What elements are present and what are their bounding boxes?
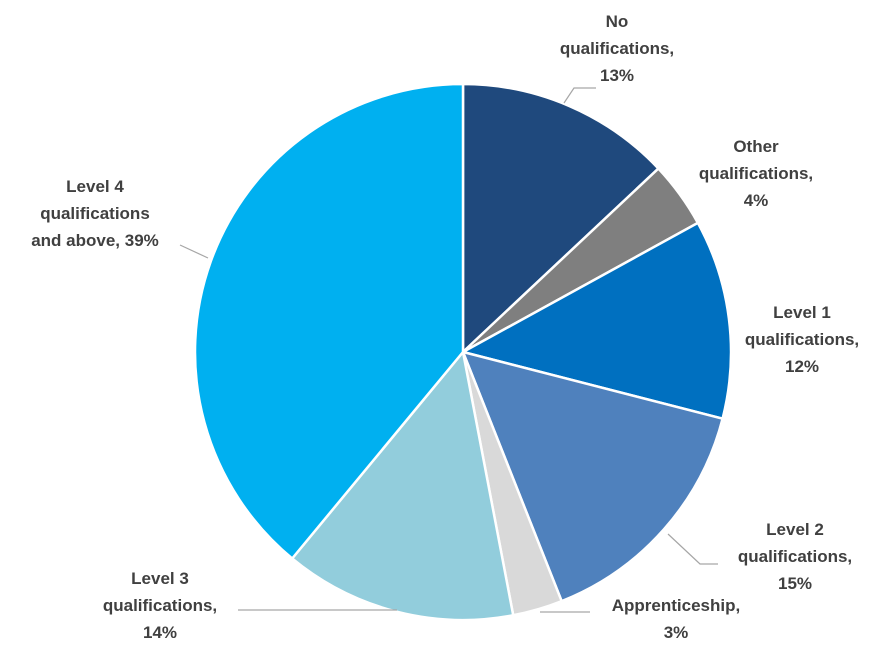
slice-label-line: Level 4 [66, 177, 124, 196]
slice-label-line: No [606, 12, 629, 31]
slice-label-line: 12% [785, 357, 819, 376]
slice-label-line: qualifications, [738, 547, 852, 566]
pie-slice-no-qualifications [461, 82, 661, 355]
slice-label-line: 13% [600, 66, 634, 85]
slice-label-line: qualifications, [745, 330, 859, 349]
leader-line [563, 87, 596, 104]
slice-label: Level 4 qualifications and above, 39% [31, 177, 159, 250]
slice-label-line: 15% [778, 574, 812, 593]
slice-label-line: Level 1 [773, 303, 831, 322]
slice-label: No qualifications, 13% [560, 12, 674, 85]
slice-label: Level 3 qualifications, 14% [103, 569, 217, 642]
pie-slice-level-1-qualifications [459, 221, 733, 421]
pie-slice-level-3-qualifications [290, 349, 515, 622]
slice-label: Level 1 qualifications, 12% [745, 303, 859, 376]
slice-label: Level 2 qualifications, 15% [738, 520, 852, 593]
slice-label-line: Level 3 [131, 569, 189, 588]
slice-label-line: qualifications, [560, 39, 674, 58]
slice-label-line: Apprenticeship, [612, 596, 740, 615]
slice-label-line: qualifications, [699, 164, 813, 183]
leader-line [667, 533, 718, 565]
slice-label-line: 14% [143, 623, 177, 642]
slice-label-line: qualifications, [103, 596, 217, 615]
slice-label-line: and above, 39% [31, 231, 159, 250]
slice-label-line: qualifications [40, 204, 150, 223]
pie-slices [193, 82, 733, 622]
pie-slice-level-2-qualifications [460, 350, 725, 603]
slice-label-line: 3% [664, 623, 689, 642]
slice-label-line: Level 2 [766, 520, 824, 539]
slice-labels: No qualifications, 13% Other qualifications,… [31, 12, 859, 642]
slice-label-line: 4% [744, 191, 769, 210]
slice-label-line: Other [733, 137, 779, 156]
leader-line [179, 244, 209, 259]
leader-lines [179, 87, 718, 613]
pie-slice-level-4-qualifications-and-above [193, 82, 465, 561]
slice-label: Other qualifications, 4% [699, 137, 813, 210]
slice-label: Apprenticeship, 3% [612, 596, 740, 642]
